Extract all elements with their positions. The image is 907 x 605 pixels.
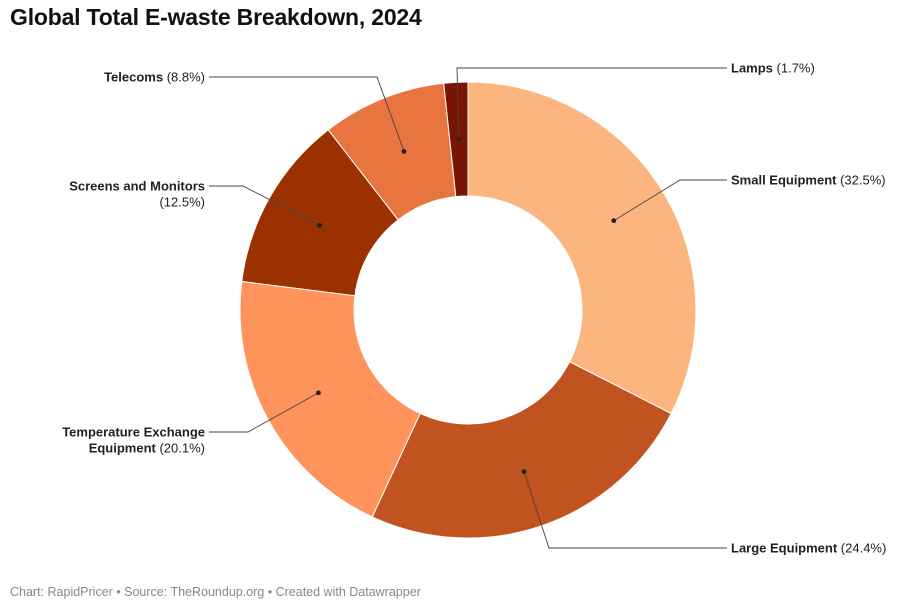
- leader-lines: [209, 67, 727, 549]
- slice-label: Screens and Monitors: [69, 179, 205, 194]
- leader-line: [209, 76, 405, 152]
- chart-title: Global Total E-waste Breakdown, 2024: [10, 4, 422, 30]
- slice-label: Lamps (1.7%): [731, 61, 815, 76]
- leader-dot: [611, 218, 617, 224]
- leader-dot: [456, 136, 462, 142]
- slice-label: Telecoms (8.8%): [104, 70, 205, 85]
- leader-dot: [316, 390, 321, 396]
- slice-label: Small Equipment (32.5%): [731, 173, 886, 188]
- slice-labels: Small Equipment (32.5%) Large Equipment (…: [62, 61, 886, 556]
- slice-label: (12.5%): [159, 195, 205, 210]
- slice-temperature-exchange-equipment: [239, 280, 421, 518]
- slice-small-equipment: [467, 81, 697, 415]
- leader-line: [209, 185, 320, 226]
- slice-large-equipment: [371, 361, 672, 539]
- leader-line: [456, 67, 727, 140]
- leader-dot: [317, 222, 322, 228]
- leader-dot: [401, 149, 407, 154]
- slice-lamps: [443, 81, 469, 198]
- leader-line: [613, 179, 727, 222]
- leader-line: [523, 471, 727, 549]
- donut-slices: [239, 81, 697, 539]
- slice-label: Temperature Exchange: [62, 425, 205, 440]
- chart-footer: Chart: RapidPricer • Source: TheRoundup.…: [10, 585, 421, 599]
- leader-dot: [521, 469, 527, 475]
- leader-line: [209, 392, 319, 433]
- slice-label: Large Equipment (24.4%): [731, 541, 886, 556]
- slice-label: Equipment (20.1%): [89, 441, 205, 456]
